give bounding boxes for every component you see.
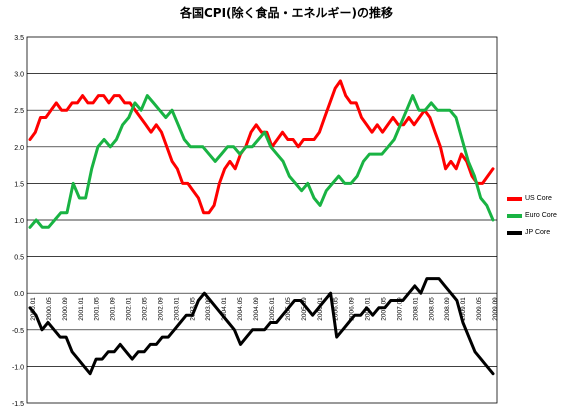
x-tick-label: 2006.05 bbox=[333, 297, 340, 321]
y-tick-label: 1.0 bbox=[14, 218, 24, 225]
x-tick-label: 2009.05 bbox=[476, 297, 483, 321]
x-tick-label: 2003.09 bbox=[205, 297, 212, 321]
x-tick-label: 2004.01 bbox=[221, 297, 228, 321]
x-tick-label: 2009.09 bbox=[492, 297, 499, 321]
y-tick-label: 0.0 bbox=[14, 291, 24, 298]
x-tick-label: 2001.01 bbox=[78, 297, 85, 321]
x-tick-label: 2006.09 bbox=[349, 297, 356, 321]
legend-label-us: US Core bbox=[525, 195, 552, 202]
legend-item-euro: Euro Core bbox=[507, 211, 573, 228]
legend-swatch-jp bbox=[507, 231, 522, 235]
x-tick-label: 2002.09 bbox=[157, 297, 164, 321]
legend-swatch-us bbox=[507, 197, 522, 201]
x-tick-label: 2003.05 bbox=[189, 297, 196, 321]
x-tick-label: 2008.05 bbox=[428, 297, 435, 321]
x-tick-label: 2007.09 bbox=[396, 297, 403, 321]
x-tick-label: 2001.09 bbox=[110, 297, 117, 321]
legend-item-us: US Core bbox=[507, 194, 573, 211]
legend-item-jp: JP Core bbox=[507, 228, 573, 245]
y-tick-label: -0.5 bbox=[12, 328, 24, 335]
legend-label-euro: Euro Core bbox=[525, 212, 557, 219]
y-tick-label: 1.5 bbox=[14, 181, 24, 188]
x-tick-label: 2002.01 bbox=[126, 297, 133, 321]
x-tick-label: 2000.09 bbox=[62, 297, 69, 321]
x-tick-label: 2004.09 bbox=[253, 297, 260, 321]
x-tick-label: 2004.05 bbox=[237, 297, 244, 321]
x-tick-label: 2005.01 bbox=[269, 297, 276, 321]
series-line-jp bbox=[28, 277, 495, 376]
y-tick-label: 0.5 bbox=[14, 255, 24, 262]
y-tick-label: 3.5 bbox=[14, 35, 24, 42]
legend-label-jp: JP Core bbox=[525, 229, 551, 236]
series-line-us bbox=[28, 79, 495, 215]
x-tick-label: 2008.01 bbox=[412, 297, 419, 321]
x-tick-label: 2009.01 bbox=[460, 297, 467, 321]
y-tick-label: 2.0 bbox=[14, 145, 24, 152]
x-tick-label: 2008.09 bbox=[444, 297, 451, 321]
x-tick-label: 2003.01 bbox=[173, 297, 180, 321]
y-tick-label: -1.5 bbox=[12, 401, 24, 408]
legend-swatch-euro bbox=[507, 214, 522, 218]
x-tick-label: 2001.05 bbox=[94, 297, 101, 321]
x-tick-label: 2000.01 bbox=[30, 297, 37, 321]
y-tick-label: 3.0 bbox=[14, 72, 24, 79]
x-tick-label: 2005.09 bbox=[301, 297, 308, 321]
x-tick-label: 2002.05 bbox=[142, 297, 149, 321]
y-tick-label: 2.5 bbox=[14, 108, 24, 115]
y-tick-label: -1.0 bbox=[12, 364, 24, 371]
chart-title: 各国CPI(除く食品・エネルギー)の推移 bbox=[179, 6, 394, 20]
series-line-euro bbox=[28, 94, 495, 229]
x-tick-label: 2006.01 bbox=[317, 297, 324, 321]
x-tick-label: 2000.05 bbox=[46, 297, 53, 321]
legend: US Core Euro Core JP Core bbox=[507, 194, 573, 245]
